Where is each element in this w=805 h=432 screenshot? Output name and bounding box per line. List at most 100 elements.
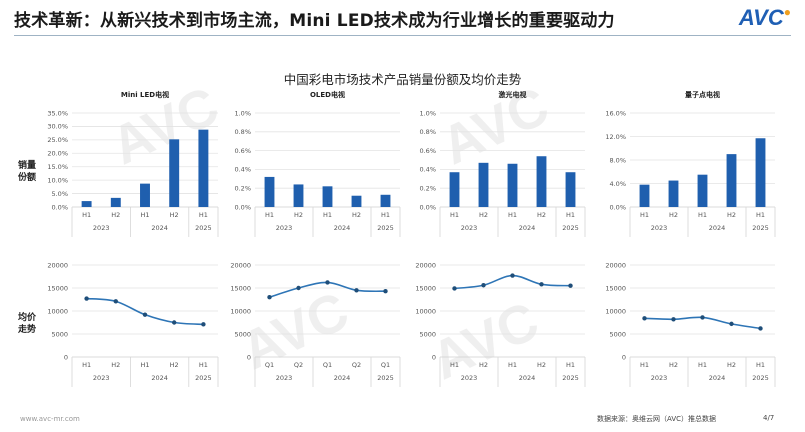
y-tick-label: 15000 [230,284,251,292]
data-point [642,316,647,321]
y-tick-label: 10000 [230,307,251,315]
x-tick-label: H1 [508,361,517,369]
x-group-label: 2024 [519,224,536,232]
y-tick-label: 5000 [609,330,626,338]
y-tick-label: 0 [64,353,68,361]
y-tick-label: 5000 [51,330,68,338]
y-tick-label: 0 [432,353,436,361]
x-group-label: 2023 [276,224,293,232]
y-tick-label: 0.0% [234,203,251,211]
bar [507,163,518,207]
data-point [758,326,763,331]
x-tick-label: H1 [698,211,707,219]
data-point [142,312,148,317]
x-tick-label: H2 [537,211,546,219]
y-tick-label: 16.0% [605,109,626,117]
data-point [383,289,388,294]
x-tick-label: H1 [82,211,91,219]
data-point [539,282,544,287]
x-tick-label: H2 [669,361,678,369]
x-group-label: 2023 [461,224,478,232]
y-tick-label: 20000 [605,261,626,269]
y-tick-label: 0.2% [419,185,436,193]
bar [726,154,737,207]
bar [668,180,679,207]
footer-website: www.avc-mr.com [20,415,80,423]
x-tick-label: H1 [381,211,390,219]
data-point [481,283,486,288]
x-group-label: 2023 [93,374,110,382]
x-tick-label: Q2 [294,361,303,369]
x-tick-label: H2 [727,361,736,369]
y-tick-label: 35.0% [47,109,68,117]
y-tick-label: 25.0% [47,136,68,144]
y-tick-label: 0.4% [419,166,436,174]
y-tick-label: 0.2% [234,185,251,193]
y-tick-label: 20000 [415,261,436,269]
y-tick-label: 15000 [415,284,436,292]
x-tick-label: H1 [199,361,208,369]
x-tick-label: H1 [640,211,649,219]
bar [755,138,766,207]
x-group-label: 2024 [151,224,168,232]
data-point [113,299,119,304]
data-point [354,288,359,293]
x-tick-label: H1 [265,211,274,219]
x-tick-label: H1 [698,361,707,369]
data-point [700,315,705,320]
y-tick-label: 0.6% [234,147,251,155]
data-point [201,322,206,327]
x-tick-label: H1 [756,361,765,369]
x-group-label: 2024 [519,374,536,382]
data-point [729,321,734,327]
x-tick-label: H1 [756,211,765,219]
data-point [267,295,272,300]
y-tick-label: 15000 [47,284,68,292]
x-tick-label: H2 [352,211,361,219]
y-tick-label: 10000 [415,307,436,315]
bar [169,139,180,207]
y-tick-label: 0 [247,353,251,361]
x-tick-label: H2 [170,211,179,219]
avc-logo: AVC● [738,5,791,30]
x-group-label: 2023 [93,224,110,232]
bar [697,174,708,207]
x-tick-label: Q1 [265,361,274,369]
x-tick-label: H1 [140,361,149,369]
x-group-label: 2023 [276,374,293,382]
x-group-label: 2024 [151,374,168,382]
x-tick-label: H2 [111,361,120,369]
x-group-label: 2024 [709,224,726,232]
y-tick-label: 0.4% [234,166,251,174]
y-tick-label: 0.6% [419,147,436,155]
bar [351,195,362,207]
x-group-label: 2025 [562,224,579,232]
x-tick-label: H2 [170,361,179,369]
bar [264,176,275,207]
y-tick-label: 30.0% [47,123,68,131]
x-tick-label: H1 [450,361,459,369]
y-tick-label: 8.0% [609,156,626,164]
x-tick-label: H2 [727,211,736,219]
data-point [84,296,89,301]
subchart-title: 量子点电视 [685,90,720,99]
x-tick-label: H1 [82,361,91,369]
bar [322,186,333,207]
y-tick-label: 0.8% [234,128,251,136]
bar [198,129,209,207]
bar [140,183,150,207]
x-group-label: 2025 [195,224,212,232]
x-tick-label: H1 [640,361,649,369]
bar [536,156,547,207]
x-tick-label: H2 [537,361,546,369]
bar [449,172,460,207]
x-group-label: 2025 [377,224,394,232]
y-tick-label: 5.0% [51,190,68,198]
data-point [568,283,573,288]
y-tick-label: 20000 [47,261,68,269]
subchart-title: 激光电视 [499,90,527,99]
data-point [296,285,301,291]
x-tick-label: Q2 [352,361,361,369]
share-row-label: 销量 份额 [18,161,37,183]
price-row-label: 均价 走势 [18,313,37,335]
